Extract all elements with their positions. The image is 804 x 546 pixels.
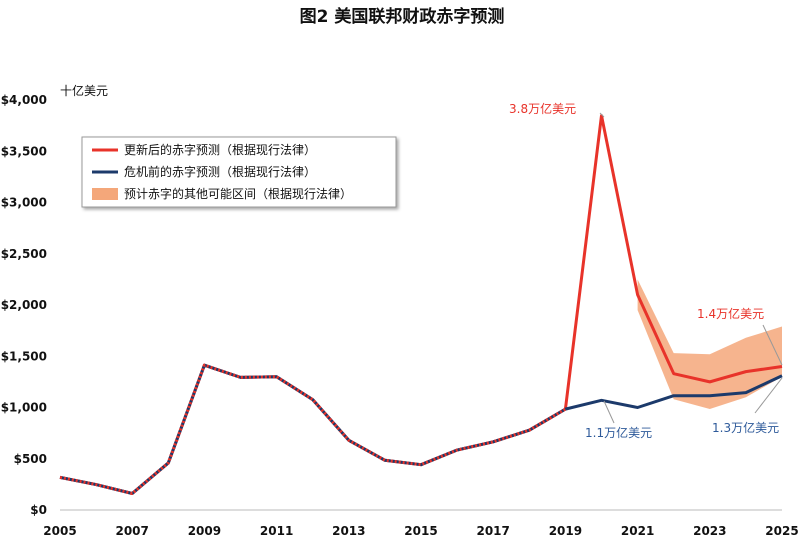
annotation-leader-precrisis-2020 xyxy=(603,400,615,424)
x-tick-label: 2005 xyxy=(43,524,76,538)
x-axis: 2005 2007 2009 2011 2013 2015 2017 2019 2021 2023… xyxy=(43,524,798,538)
x-tick-label: 2013 xyxy=(332,524,365,538)
annotations: 3.8万亿美元 1.4万亿美元 1.1万亿美元 1.3万亿美元 xyxy=(509,101,783,440)
chart-title: 图2 美国联邦财政赤字预测 xyxy=(300,6,505,27)
y-tick-label: $3,500 xyxy=(1,144,47,158)
annotation-leader-peak xyxy=(599,112,605,118)
legend: 更新后的赤字预测（根据现行法律） 危机前的赤字预测（根据现行法律） 预计赤字的其… xyxy=(81,136,397,208)
annotation-precrisis-2025: 1.3万亿美元 xyxy=(712,420,779,435)
legend-label-band: 预计赤字的其他可能区间（根据现行法律） xyxy=(124,186,352,201)
legend-box xyxy=(81,136,397,208)
y-tick-label: $1,000 xyxy=(1,401,47,415)
x-tick-label: 2015 xyxy=(404,524,437,538)
x-tick-label: 2019 xyxy=(549,524,582,538)
x-tick-label: 2009 xyxy=(188,524,221,538)
x-tick-label: 2007 xyxy=(115,524,148,538)
y-tick-label: $2,000 xyxy=(1,298,47,312)
x-tick-label: 2025 xyxy=(765,524,798,538)
legend-label-precrisis: 危机前的赤字预测（根据现行法律） xyxy=(124,164,316,179)
x-tick-label: 2017 xyxy=(476,524,509,538)
legend-swatch-band xyxy=(92,188,118,200)
y-tick-label: $1,500 xyxy=(1,349,47,363)
x-tick-label: 2023 xyxy=(693,524,726,538)
x-tick-label: 2021 xyxy=(621,524,654,538)
y-tick-label: $0 xyxy=(30,503,47,517)
annotation-peak: 3.8万亿美元 xyxy=(509,101,576,116)
y-axis: $0 $500 $1,000 $1,500 $2,000 $2,500 $3,000 $3,5… xyxy=(1,93,47,517)
y-tick-label: $3,000 xyxy=(1,196,47,210)
legend-label-updated: 更新后的赤字预测（根据现行法律） xyxy=(124,142,316,157)
uncertainty-band xyxy=(637,279,782,410)
annotation-precrisis-2020: 1.1万亿美元 xyxy=(585,425,652,440)
y-tick-label: $4,000 xyxy=(1,93,47,107)
y-tick-label: $2,500 xyxy=(1,247,47,261)
annotation-leader-updated-2025 xyxy=(762,324,783,366)
annotation-updated-2025: 1.4万亿美元 xyxy=(697,306,764,321)
y-axis-unit-label: 十亿美元 xyxy=(60,83,108,98)
y-tick-label: $500 xyxy=(14,452,47,466)
history-dash-overlay xyxy=(59,363,567,495)
x-tick-label: 2011 xyxy=(260,524,293,538)
plot-area xyxy=(59,114,783,495)
annotation-leader-precrisis-2025 xyxy=(754,377,783,414)
